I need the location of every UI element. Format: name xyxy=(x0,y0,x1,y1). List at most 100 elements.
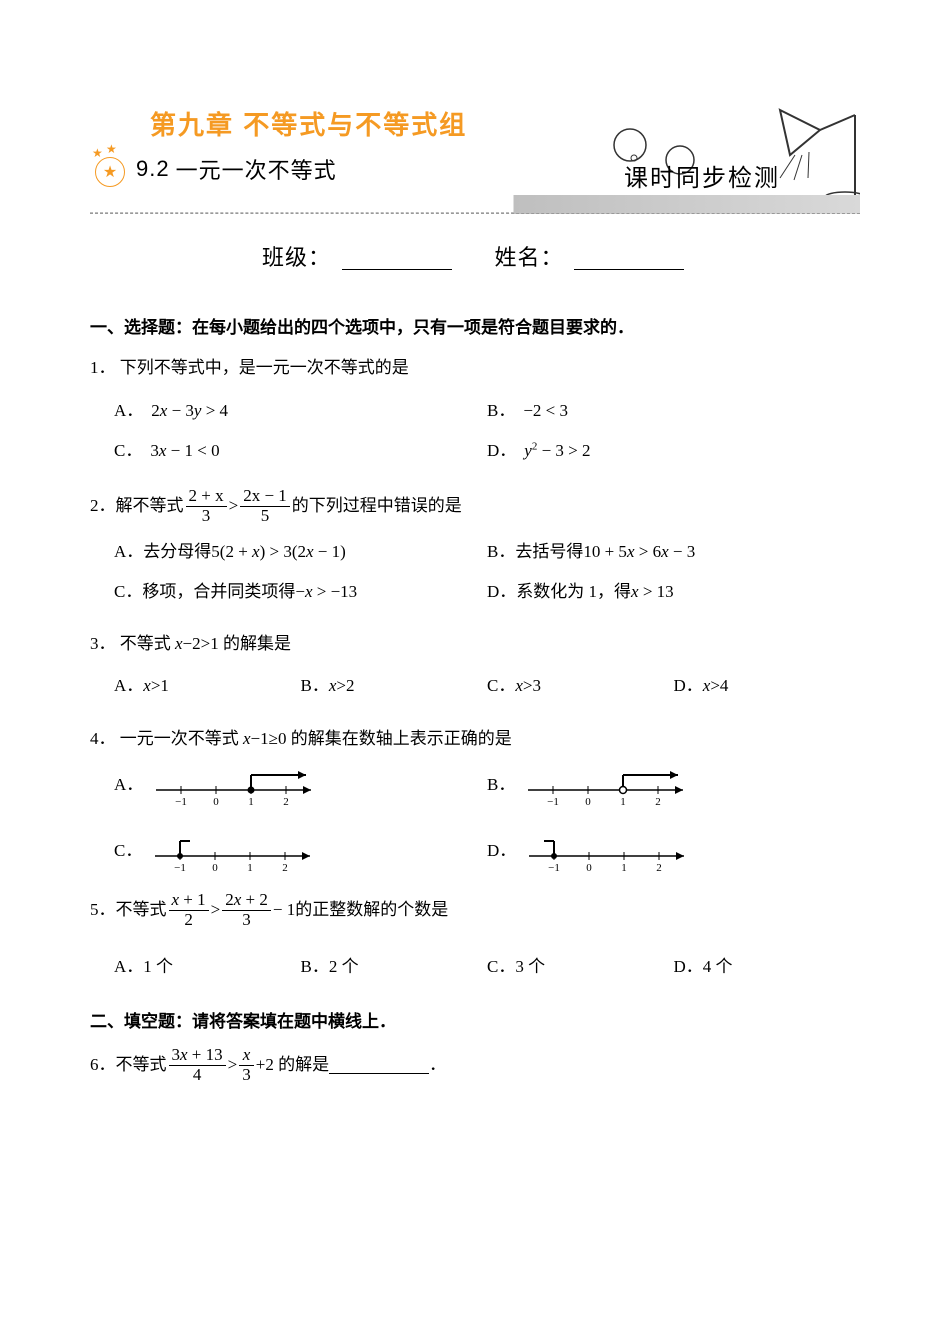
q2-op: > xyxy=(229,490,239,522)
star-badge-icon: ★★ ★ xyxy=(90,150,128,188)
frac-num: 2x − 1 xyxy=(243,486,287,505)
question-3: 3． 不等式 x−2>1 的解集是 A．x>1 B．x>2 C．x>3 D．x>… xyxy=(90,628,860,707)
number-line-d: −1 0 1 2 xyxy=(524,831,694,871)
svg-text:1: 1 xyxy=(622,862,628,871)
svg-text:2: 2 xyxy=(657,862,663,871)
q5-option-b[interactable]: B．2 个 xyxy=(301,947,488,987)
q1-options: A． 2x − 3y > 4 B． −2 < 3 C． 3x − 1 < 0 D… xyxy=(114,391,860,472)
q1-option-b[interactable]: B． −2 < 3 xyxy=(487,391,860,431)
option-label: A．去分母得 xyxy=(114,536,211,568)
q2-text-post: 的下列过程中错误的是 xyxy=(292,490,462,522)
q1-b-expr: −2 < 3 xyxy=(523,395,568,427)
q5-option-c[interactable]: C．3 个 xyxy=(487,947,674,987)
question-4: 4． 一元一次不等式 x−1≥0 的解集在数轴上表示正确的是 A． −1 0 1… xyxy=(90,723,860,875)
frac-den: 4 xyxy=(193,1065,202,1084)
q6-frac-left: 3x + 13 4 xyxy=(169,1046,226,1084)
svg-text:−1: −1 xyxy=(547,796,559,805)
option-label: A． xyxy=(114,769,143,801)
q2-frac-left: 2 + x 3 xyxy=(186,487,227,525)
section-title: 一元一次不等式 xyxy=(176,153,337,185)
name-label: 姓名： xyxy=(495,245,564,270)
q4-options: A． −1 0 1 2 xyxy=(114,761,860,875)
q2-option-b[interactable]: B．去括号得 10 + 5x > 6x − 3 xyxy=(487,532,860,572)
option-label: B．去括号得 xyxy=(487,536,583,568)
q4-option-b[interactable]: B． −1 0 1 2 xyxy=(487,761,860,809)
q5-op: > xyxy=(211,894,221,926)
q3-d: D．x>4 xyxy=(674,670,729,702)
q6-num: 6． xyxy=(90,1049,116,1081)
lesson-label: 课时同步检测 xyxy=(624,158,780,193)
number-line-c: −1 0 1 2 xyxy=(150,831,320,871)
q2-option-c[interactable]: C．移项，合并同类项得 −x > −13 xyxy=(114,572,487,612)
q1-d-expr: y2 − 3 > 2 xyxy=(524,435,590,467)
svg-text:−1: −1 xyxy=(175,796,187,805)
q3-c: C．x>3 xyxy=(487,670,541,702)
q5-option-a[interactable]: A．1 个 xyxy=(114,947,301,987)
class-blank[interactable] xyxy=(342,249,452,270)
q4-option-a[interactable]: A． −1 0 1 2 xyxy=(114,761,487,809)
chapter-title: 第九章 不等式与不等式组 xyxy=(150,105,467,142)
question-2: 2． 解不等式 2 + x 3 > 2x − 1 5 的下列过程中错误的是 xyxy=(90,487,860,525)
q4-option-d[interactable]: D． −1 0 1 2 xyxy=(487,827,860,875)
frac-den: 5 xyxy=(261,506,270,525)
q2-d-expr: x > 13 xyxy=(631,576,674,608)
q3-option-a[interactable]: A．x>1 xyxy=(114,666,301,706)
q3-text: 不等式 x−2>1 的解集是 xyxy=(120,634,291,653)
option-label: C． xyxy=(114,835,142,867)
frac-den: 3 xyxy=(242,1065,251,1084)
section-number: 9.2 xyxy=(136,156,170,182)
number-line-a: −1 0 1 2 xyxy=(151,765,321,805)
class-label: 班级： xyxy=(262,245,331,270)
page-header: 第九章 不等式与不等式组 ★★ ★ 9.2 一元一次不等式 课 xyxy=(90,100,860,220)
content-body: 一、选择题：在每小题给出的四个选项中，只有一项是符合题目要求的． 1． 下列不等… xyxy=(90,312,860,1084)
student-info-row: 班级： 姓名： xyxy=(90,240,860,272)
q5-option-d[interactable]: D．4 个 xyxy=(674,947,861,987)
q4-option-c[interactable]: C． −1 0 1 2 xyxy=(114,827,487,875)
q2-frac-right: 2x − 1 5 xyxy=(240,487,290,525)
option-label: D．系数化为 1，得 xyxy=(487,576,631,608)
q2-b-expr: 10 + 5x > 6x − 3 xyxy=(583,536,695,568)
q1-option-a[interactable]: A． 2x − 3y > 4 xyxy=(114,391,487,431)
q1-num: 1． xyxy=(90,358,116,377)
question-6: 6． 不等式 3x + 13 4 > x 3 +2 的解是 ． xyxy=(90,1046,860,1084)
section-badge: ★★ ★ 9.2 一元一次不等式 xyxy=(90,150,337,188)
q1-option-d[interactable]: D． y2 − 3 > 2 xyxy=(487,431,860,471)
svg-text:1: 1 xyxy=(249,796,255,805)
name-blank[interactable] xyxy=(574,249,684,270)
option-label: D． xyxy=(487,835,516,867)
q5-options: A．1 个 B．2 个 C．3 个 D．4 个 xyxy=(114,947,860,987)
worksheet-page: 第九章 不等式与不等式组 ★★ ★ 9.2 一元一次不等式 课 xyxy=(0,0,950,1144)
q5-b: B．2 个 xyxy=(301,951,359,983)
svg-text:2: 2 xyxy=(284,796,290,805)
svg-text:2: 2 xyxy=(656,796,662,805)
option-label: B． xyxy=(487,395,515,427)
frac-den: 2 xyxy=(184,910,193,929)
svg-text:1: 1 xyxy=(248,862,254,871)
q6-answer-blank[interactable] xyxy=(329,1057,429,1074)
svg-text:0: 0 xyxy=(587,862,593,871)
q3-option-c[interactable]: C．x>3 xyxy=(487,666,674,706)
q3-a: A．x>1 xyxy=(114,670,169,702)
q2-options: A．去分母得 5(2 + x) > 3(2x − 1) B．去括号得 10 + … xyxy=(114,532,860,613)
q1-a-expr: 2x − 3y > 4 xyxy=(151,395,228,427)
q3-option-d[interactable]: D．x>4 xyxy=(674,666,861,706)
option-label: C．移项，合并同类项得 xyxy=(114,576,295,608)
header-divider xyxy=(90,195,860,214)
q5-text-post: 的正整数解的个数是 xyxy=(295,894,448,926)
question-1: 1． 下列不等式中，是一元一次不等式的是 A． 2x − 3y > 4 B． −… xyxy=(90,352,860,471)
q1-option-c[interactable]: C． 3x − 1 < 0 xyxy=(114,431,487,471)
q1-c-expr: 3x − 1 < 0 xyxy=(150,435,219,467)
q3-option-b[interactable]: B．x>2 xyxy=(301,666,488,706)
number-line-b: −1 0 1 2 xyxy=(523,765,693,805)
svg-text:0: 0 xyxy=(214,796,220,805)
option-label: A． xyxy=(114,395,143,427)
q2-option-a[interactable]: A．去分母得 5(2 + x) > 3(2x − 1) xyxy=(114,532,487,572)
q3-num: 3． xyxy=(90,634,116,653)
q5-num: 5． xyxy=(90,894,116,926)
svg-text:0: 0 xyxy=(586,796,592,805)
q2-option-d[interactable]: D．系数化为 1，得 x > 13 xyxy=(487,572,860,612)
q5-a: A．1 个 xyxy=(114,951,173,983)
svg-text:1: 1 xyxy=(621,796,627,805)
question-5: 5． 不等式 x + 1 2 > 2x + 2 3 − 1 的正整数解的个数是 xyxy=(90,891,860,929)
q1-text: 下列不等式中，是一元一次不等式的是 xyxy=(120,358,409,377)
